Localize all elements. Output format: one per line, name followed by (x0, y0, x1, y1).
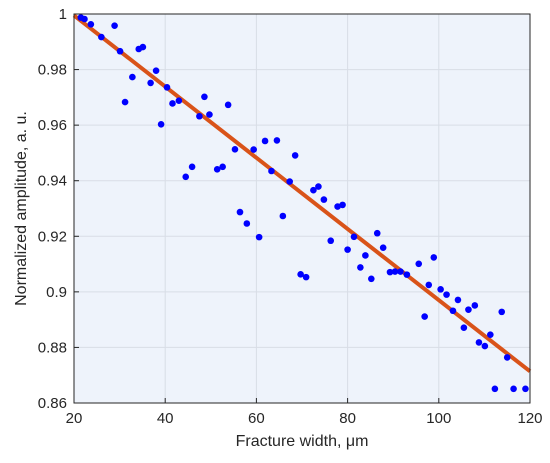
data-point (471, 302, 479, 309)
plot-frame (73, 13, 531, 404)
data-point (403, 271, 411, 278)
data-point (219, 163, 226, 171)
y-tick-label: 0.96 (38, 117, 67, 134)
data-point (224, 101, 232, 109)
y-tick-label: 0.92 (38, 228, 67, 245)
data-point (81, 15, 88, 23)
data-point (261, 137, 269, 145)
data-point (481, 342, 489, 350)
data-point (273, 137, 281, 144)
data-point (139, 43, 147, 51)
data-point (169, 100, 176, 107)
data-point (522, 385, 529, 393)
data-point (206, 111, 213, 118)
data-point (491, 385, 499, 393)
data-point (475, 339, 483, 346)
x-tick-label: 20 (66, 410, 83, 427)
y-tick-label: 0.86 (38, 395, 67, 412)
data-point (196, 112, 203, 120)
data-point (510, 385, 517, 393)
data-point (243, 220, 251, 227)
data-point (87, 20, 95, 28)
data-point (415, 260, 423, 268)
data-point (315, 183, 322, 190)
data-point (121, 98, 129, 106)
y-tick-label: 0.98 (38, 62, 67, 79)
data-point (437, 286, 444, 293)
data-point (498, 308, 506, 316)
data-point (443, 291, 450, 298)
y-tick-label: 0.88 (38, 339, 67, 356)
data-point (116, 47, 124, 55)
x-tick-label: 100 (426, 410, 451, 427)
data-point (339, 201, 346, 209)
points-layer (77, 14, 529, 393)
y-tick-label: 0.9 (46, 284, 67, 301)
data-point (182, 173, 190, 181)
data-point (291, 152, 299, 159)
data-point (327, 237, 335, 245)
data-point (157, 121, 165, 128)
data-point (250, 146, 257, 153)
data-point (487, 331, 494, 338)
data-point (344, 246, 351, 253)
data-point (255, 233, 263, 241)
data-point (147, 79, 154, 87)
data-point (188, 163, 196, 171)
data-point (373, 229, 381, 237)
x-ticks: 20 40 60 80 100 120 (66, 398, 543, 427)
data-point (98, 33, 105, 41)
x-tick-label: 60 (248, 410, 265, 427)
data-point (449, 307, 457, 315)
data-point (460, 324, 468, 332)
data-point (111, 22, 118, 29)
y-axis-label: Normalized amplitude, a. u. (13, 111, 30, 306)
data-point (302, 273, 310, 281)
data-point (425, 281, 433, 289)
data-point (152, 67, 160, 74)
data-point (454, 296, 462, 304)
data-point (236, 208, 244, 216)
data-point (334, 203, 341, 210)
plot-area (74, 14, 530, 403)
data-point (386, 268, 394, 276)
data-point (430, 254, 438, 261)
data-point (310, 186, 317, 194)
data-point (503, 354, 511, 361)
data-point (201, 93, 208, 101)
data-point (297, 271, 304, 278)
data-point (397, 268, 404, 275)
data-point (268, 167, 275, 175)
data-point (213, 166, 221, 173)
data-point (357, 264, 364, 271)
data-point (421, 313, 428, 320)
data-point (175, 97, 183, 104)
data-point (368, 275, 375, 283)
data-point (286, 178, 293, 185)
data-point (163, 84, 171, 91)
x-tick-label: 40 (157, 410, 174, 427)
y-ticks: 0.86 0.88 0.9 0.92 0.94 0.96 0.98 1 (38, 6, 79, 412)
x-tick-label: 80 (339, 410, 356, 427)
data-point (465, 306, 472, 313)
y-tick-label: 0.94 (38, 173, 67, 190)
data-point (391, 268, 399, 275)
data-point (379, 244, 387, 251)
data-point (362, 252, 369, 259)
data-point (279, 212, 287, 220)
x-tick-label: 120 (517, 410, 542, 427)
y-tick-label: 1 (59, 6, 67, 23)
data-point (320, 196, 328, 203)
data-point (231, 146, 239, 153)
data-point (129, 73, 136, 81)
data-point (350, 233, 358, 241)
x-axis-label: Fracture width, μm (236, 433, 369, 450)
